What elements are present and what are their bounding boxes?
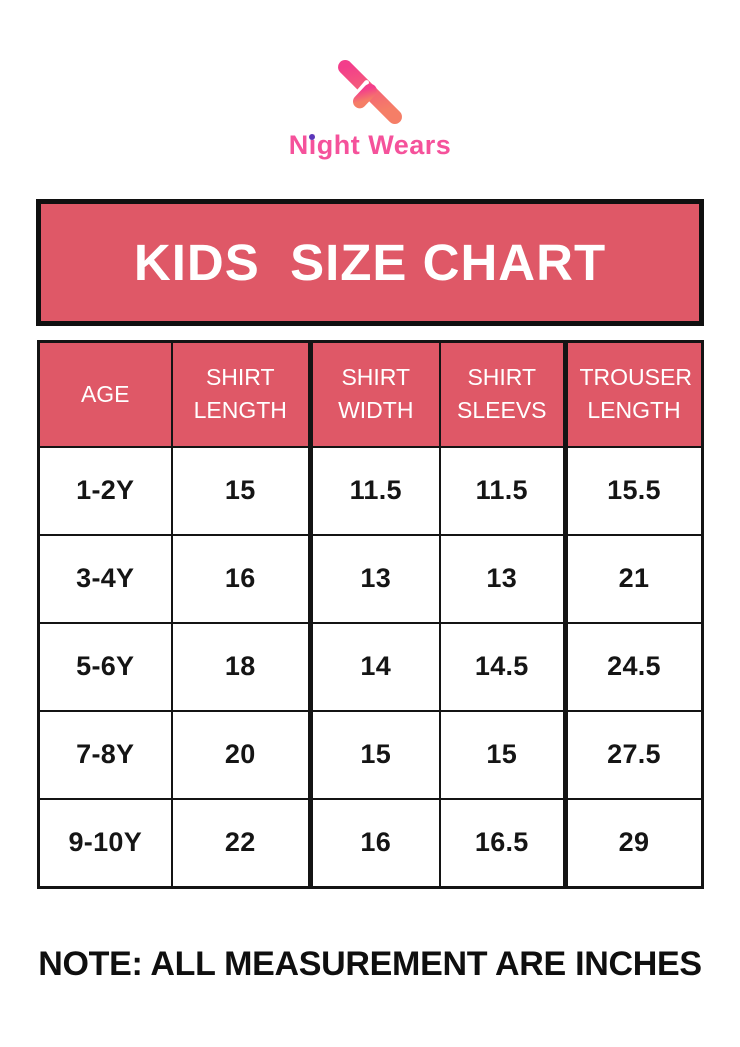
measurement-cell: 11.5 [307,445,441,536]
logo-i-dot [308,133,316,140]
measurement-cell: 15.5 [562,445,703,536]
column-header-age: AGE [37,340,173,448]
table-row: 7-8Y 20 15 15 27.5 [37,709,703,800]
measurement-cell: 18 [171,621,311,712]
column-header-trouser-length: TROUSER LENGTH [562,340,703,448]
column-header-shirt-sleevs: SHIRT SLEEVS [439,340,566,448]
kids-size-table: AGE SHIRT LENGTH SHIRT WIDTH SHIRT SLEEVS TR… [36,339,704,889]
banner-title: KIDS SIZE CHART [133,233,607,291]
table-row: 1-2Y 15 11.5 11.5 15.5 [37,445,703,536]
age-cell: 7-8Y [37,709,173,800]
table-row: 5-6Y 18 14 14.5 24.5 [37,621,703,712]
measurement-cell: 24.5 [562,621,703,712]
measurement-cell: 16 [171,533,311,624]
measurement-cell: 29 [562,797,703,889]
measurement-cell: 13 [307,533,441,624]
measurement-cell: 15 [171,445,311,536]
size-chart-banner: KIDS SIZE CHART [36,198,704,326]
measurement-cell: 21 [562,533,703,624]
measurement-cell: 14 [307,621,441,712]
measurement-cell: 27.5 [562,709,703,800]
measurement-cell: 16.5 [439,797,566,889]
night-wears-logo-icon [338,60,402,124]
measurement-cell: 14.5 [439,621,566,712]
column-header-shirt-width: SHIRT WIDTH [307,340,441,448]
measurement-cell: 20 [171,709,311,800]
measurement-cell: 22 [171,797,311,889]
table-body: 1-2Y 15 11.5 11.5 15.5 3-4Y 16 13 13 21 5-6Y 18 14 14… [37,445,703,889]
age-cell: 5-6Y [37,621,173,712]
size-table-wrap: AGE SHIRT LENGTH SHIRT WIDTH SHIRT SLEEVS TR… [0,339,740,889]
measurement-note: NOTE: ALL MEASUREMENT ARE INCHES [38,944,702,983]
logo-wordmark: Night Wears [288,130,452,161]
measurement-cell: 13 [439,533,566,624]
age-cell: 9-10Y [37,797,173,889]
measurement-cell: 15 [307,709,441,800]
measurement-cell: 15 [439,709,566,800]
column-header-shirt-length: SHIRT LENGTH [171,340,311,448]
table-header-row: AGE SHIRT LENGTH SHIRT WIDTH SHIRT SLEEVS TR… [37,340,703,448]
age-cell: 1-2Y [37,445,173,536]
age-cell: 3-4Y [37,533,173,624]
table-row: 3-4Y 16 13 13 21 [37,533,703,624]
logo: Night Wears [0,54,740,161]
table-row: 9-10Y 22 16 16.5 29 [37,797,703,889]
logo-text: Night Wears [288,130,452,160]
measurement-cell: 11.5 [439,445,566,536]
measurement-cell: 16 [307,797,441,889]
